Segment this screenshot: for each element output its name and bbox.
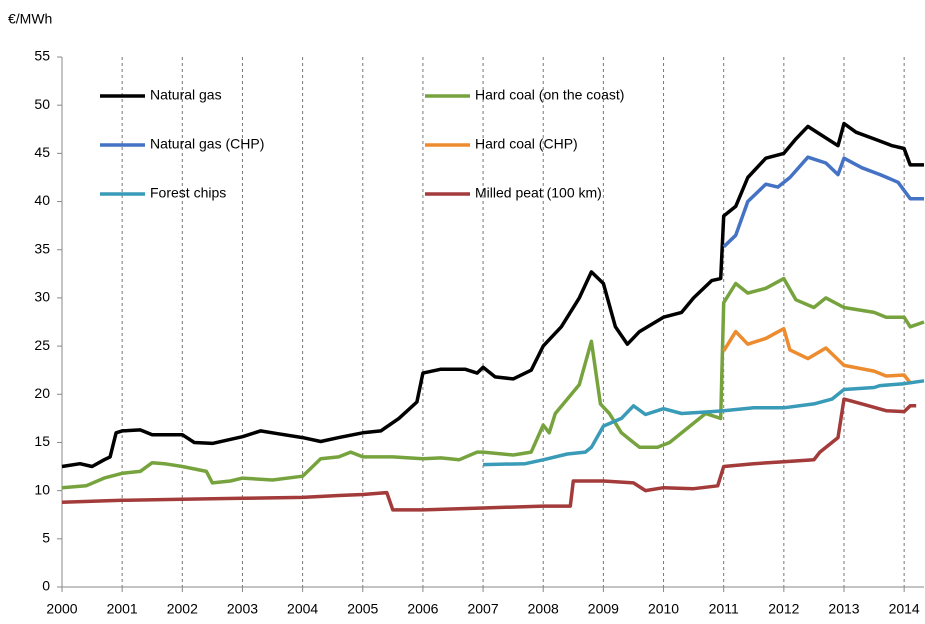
legend-label: Natural gas (CHP)	[150, 136, 264, 152]
y-tick-label: 5	[42, 530, 50, 546]
x-tick-label: 2008	[528, 601, 559, 617]
x-tick-label: 2011	[709, 601, 739, 617]
y-tick-label: 30	[34, 289, 50, 305]
y-tick-label: 55	[34, 48, 50, 64]
x-tick-label: 2010	[648, 601, 679, 617]
x-tick-label: 2014	[889, 601, 920, 617]
series-line	[61, 121, 924, 469]
x-tick-label: 2006	[407, 601, 438, 617]
y-tick-label: 0	[42, 578, 50, 594]
series-line	[61, 397, 917, 512]
y-tick-label: 20	[34, 385, 50, 401]
series-line	[61, 276, 925, 490]
legend-label: Hard coal (CHP)	[475, 136, 578, 152]
y-tick-label: 35	[34, 240, 50, 256]
x-tick-label: 2009	[588, 601, 619, 617]
y-axis-label: €/MWh	[8, 11, 52, 27]
legend-label: Milled peat (100 km)	[475, 185, 602, 201]
x-tick-label: 2004	[287, 601, 318, 617]
y-tick-label: 10	[34, 481, 50, 497]
legend-label: Forest chips	[150, 185, 226, 201]
x-tick-label: 2002	[167, 601, 198, 617]
x-tick-label: 2005	[347, 601, 378, 617]
x-tick-label: 2013	[828, 601, 859, 617]
y-tick-label: 15	[34, 433, 50, 449]
x-tick-label: 2003	[227, 601, 258, 617]
legend-label: Hard coal (on the coast)	[475, 87, 624, 103]
series-line	[722, 326, 912, 384]
x-tick-label: 2012	[768, 601, 799, 617]
y-tick-label: 25	[34, 337, 50, 353]
series-line	[483, 379, 925, 467]
x-tick-label: 2000	[46, 601, 77, 617]
x-tick-label: 2007	[467, 601, 498, 617]
x-tick-label: 2001	[107, 601, 138, 617]
legend-label: Natural gas	[150, 87, 222, 103]
y-tick-label: 45	[34, 144, 50, 160]
y-tick-label: 40	[34, 192, 50, 208]
series-line	[722, 155, 924, 249]
y-tick-label: 50	[34, 96, 50, 112]
